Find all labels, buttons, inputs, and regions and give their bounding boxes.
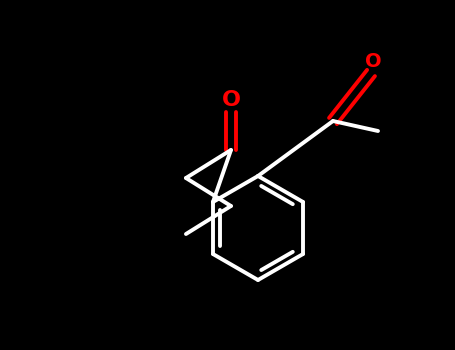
Text: O: O <box>222 90 240 110</box>
Text: O: O <box>365 52 381 71</box>
